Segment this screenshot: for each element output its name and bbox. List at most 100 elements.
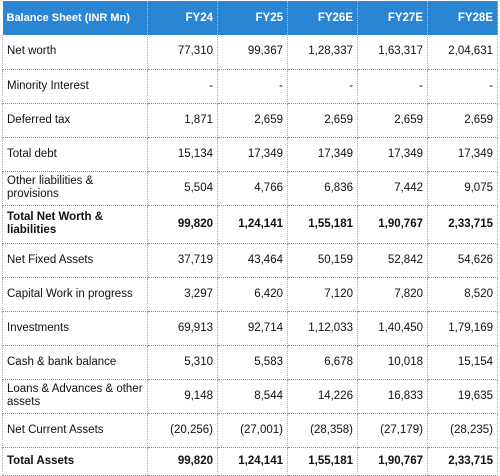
table-row: Investments 69,913 92,714 1,12,033 1,40,450 1… (2, 311, 498, 346)
cell-value: 99,820 (147, 205, 218, 244)
cell-value: 10,018 (357, 345, 428, 380)
cell-value: - (217, 69, 288, 104)
cell-value: 5,504 (147, 171, 218, 206)
cell-value: - (357, 69, 428, 104)
row-label: Total Net Worth & liabilities (2, 205, 148, 244)
cell-value: 9,075 (427, 171, 498, 206)
table-row: Cash & bank balance 5,310 5,583 6,678 10,018… (2, 345, 498, 380)
header-row: Balance Sheet (INR Mn) FY24 FY25 FY26E FY27… (2, 1, 498, 35)
row-label: Total debt (2, 137, 148, 172)
cell-value: 1,40,450 (357, 311, 428, 346)
cell-value: 2,659 (287, 103, 358, 138)
column-header: FY24 (147, 1, 218, 35)
cell-value: 99,820 (147, 447, 218, 476)
cell-value: 15,154 (427, 345, 498, 380)
cell-value: 17,349 (287, 137, 358, 172)
cell-value: 8,520 (427, 277, 498, 312)
cell-value: 1,28,337 (287, 35, 358, 70)
cell-value: 15,134 (147, 137, 218, 172)
row-label: Cash & bank balance (2, 345, 148, 380)
row-label: Loans & Advances & other assets (2, 379, 148, 414)
table-header: Balance Sheet (INR Mn) FY24 FY25 FY26E FY27… (2, 1, 498, 35)
cell-value: 2,659 (427, 103, 498, 138)
table-body: Net worth 77,310 99,367 1,28,337 1,63,317 2,0… (2, 35, 498, 476)
cell-value: 17,349 (427, 137, 498, 172)
cell-value: 19,635 (427, 379, 498, 414)
table-row: Net Fixed Assets 37,719 43,464 50,159 52,842… (2, 243, 498, 278)
cell-value: 77,310 (147, 35, 218, 70)
cell-value: (27,179) (357, 413, 428, 448)
cell-value: 37,719 (147, 243, 218, 278)
cell-value: 17,349 (217, 137, 288, 172)
cell-value: 6,420 (217, 277, 288, 312)
cell-value: 1,63,317 (357, 35, 428, 70)
row-label: Capital Work in progress (2, 277, 148, 312)
table-row: Total debt 15,134 17,349 17,349 17,349 17,349 (2, 137, 498, 172)
cell-value: 3,297 (147, 277, 218, 312)
cell-value: - (427, 69, 498, 104)
table-row: Total Assets 99,820 1,24,141 1,55,181 1,90,7… (2, 447, 498, 476)
cell-value: 9,148 (147, 379, 218, 414)
column-header: FY28E (427, 1, 498, 35)
cell-value: 43,464 (217, 243, 288, 278)
table-row: Net Current Assets (20,256) (27,001) (28,35… (2, 413, 498, 448)
column-header: FY27E (357, 1, 428, 35)
cell-value: 54,626 (427, 243, 498, 278)
table-row: Loans & Advances & other assets 9,148 8,54… (2, 379, 498, 414)
table-row: Minority Interest - - - - - (2, 69, 498, 104)
row-label: Other liabilities & provisions (2, 171, 148, 206)
column-header: FY25 (217, 1, 288, 35)
column-header: FY26E (287, 1, 358, 35)
cell-value: 1,55,181 (287, 447, 358, 476)
cell-value: 1,79,169 (427, 311, 498, 346)
cell-value: 5,310 (147, 345, 218, 380)
cell-value: 52,842 (357, 243, 428, 278)
row-label: Deferred tax (2, 103, 148, 138)
cell-value: 1,24,141 (217, 447, 288, 476)
cell-value: 6,678 (287, 345, 358, 380)
cell-value: - (287, 69, 358, 104)
cell-value: 2,33,715 (427, 447, 498, 476)
cell-value: 1,24,141 (217, 205, 288, 244)
cell-value: 5,583 (217, 345, 288, 380)
cell-value: - (147, 69, 218, 104)
cell-value: 1,871 (147, 103, 218, 138)
row-label: Net Current Assets (2, 413, 148, 448)
row-label: Minority Interest (2, 69, 148, 104)
cell-value: 7,820 (357, 277, 428, 312)
cell-value: 16,833 (357, 379, 428, 414)
cell-value: 6,836 (287, 171, 358, 206)
cell-value: 92,714 (217, 311, 288, 346)
cell-value: 2,659 (217, 103, 288, 138)
cell-value: 1,90,767 (357, 205, 428, 244)
cell-value: 2,659 (357, 103, 428, 138)
cell-value: 7,442 (357, 171, 428, 206)
cell-value: (28,235) (427, 413, 498, 448)
row-label: Net worth (2, 35, 148, 70)
table-row: Capital Work in progress 3,297 6,420 7,120 7… (2, 277, 498, 312)
cell-value: (27,001) (217, 413, 288, 448)
cell-value: 7,120 (287, 277, 358, 312)
cell-value: 50,159 (287, 243, 358, 278)
cell-value: 99,367 (217, 35, 288, 70)
cell-value: (28,358) (287, 413, 358, 448)
row-label: Net Fixed Assets (2, 243, 148, 278)
cell-value: 1,55,181 (287, 205, 358, 244)
table-row: Total Net Worth & liabilities 99,820 1,24,… (2, 205, 498, 244)
cell-value: 69,913 (147, 311, 218, 346)
cell-value: 1,90,767 (357, 447, 428, 476)
cell-value: 17,349 (357, 137, 428, 172)
cell-value: 2,33,715 (427, 205, 498, 244)
row-label: Total Assets (2, 447, 148, 476)
table-row: Net worth 77,310 99,367 1,28,337 1,63,317 2,0… (2, 35, 498, 70)
row-label: Investments (2, 311, 148, 346)
cell-value: 4,766 (217, 171, 288, 206)
header-label: Balance Sheet (INR Mn) (2, 1, 148, 35)
cell-value: 8,544 (217, 379, 288, 414)
table-row: Deferred tax 1,871 2,659 2,659 2,659 2,659 (2, 103, 498, 138)
cell-value: 14,226 (287, 379, 358, 414)
table-row: Other liabilities & provisions 5,504 4,766… (2, 171, 498, 206)
cell-value: 2,04,631 (427, 35, 498, 70)
